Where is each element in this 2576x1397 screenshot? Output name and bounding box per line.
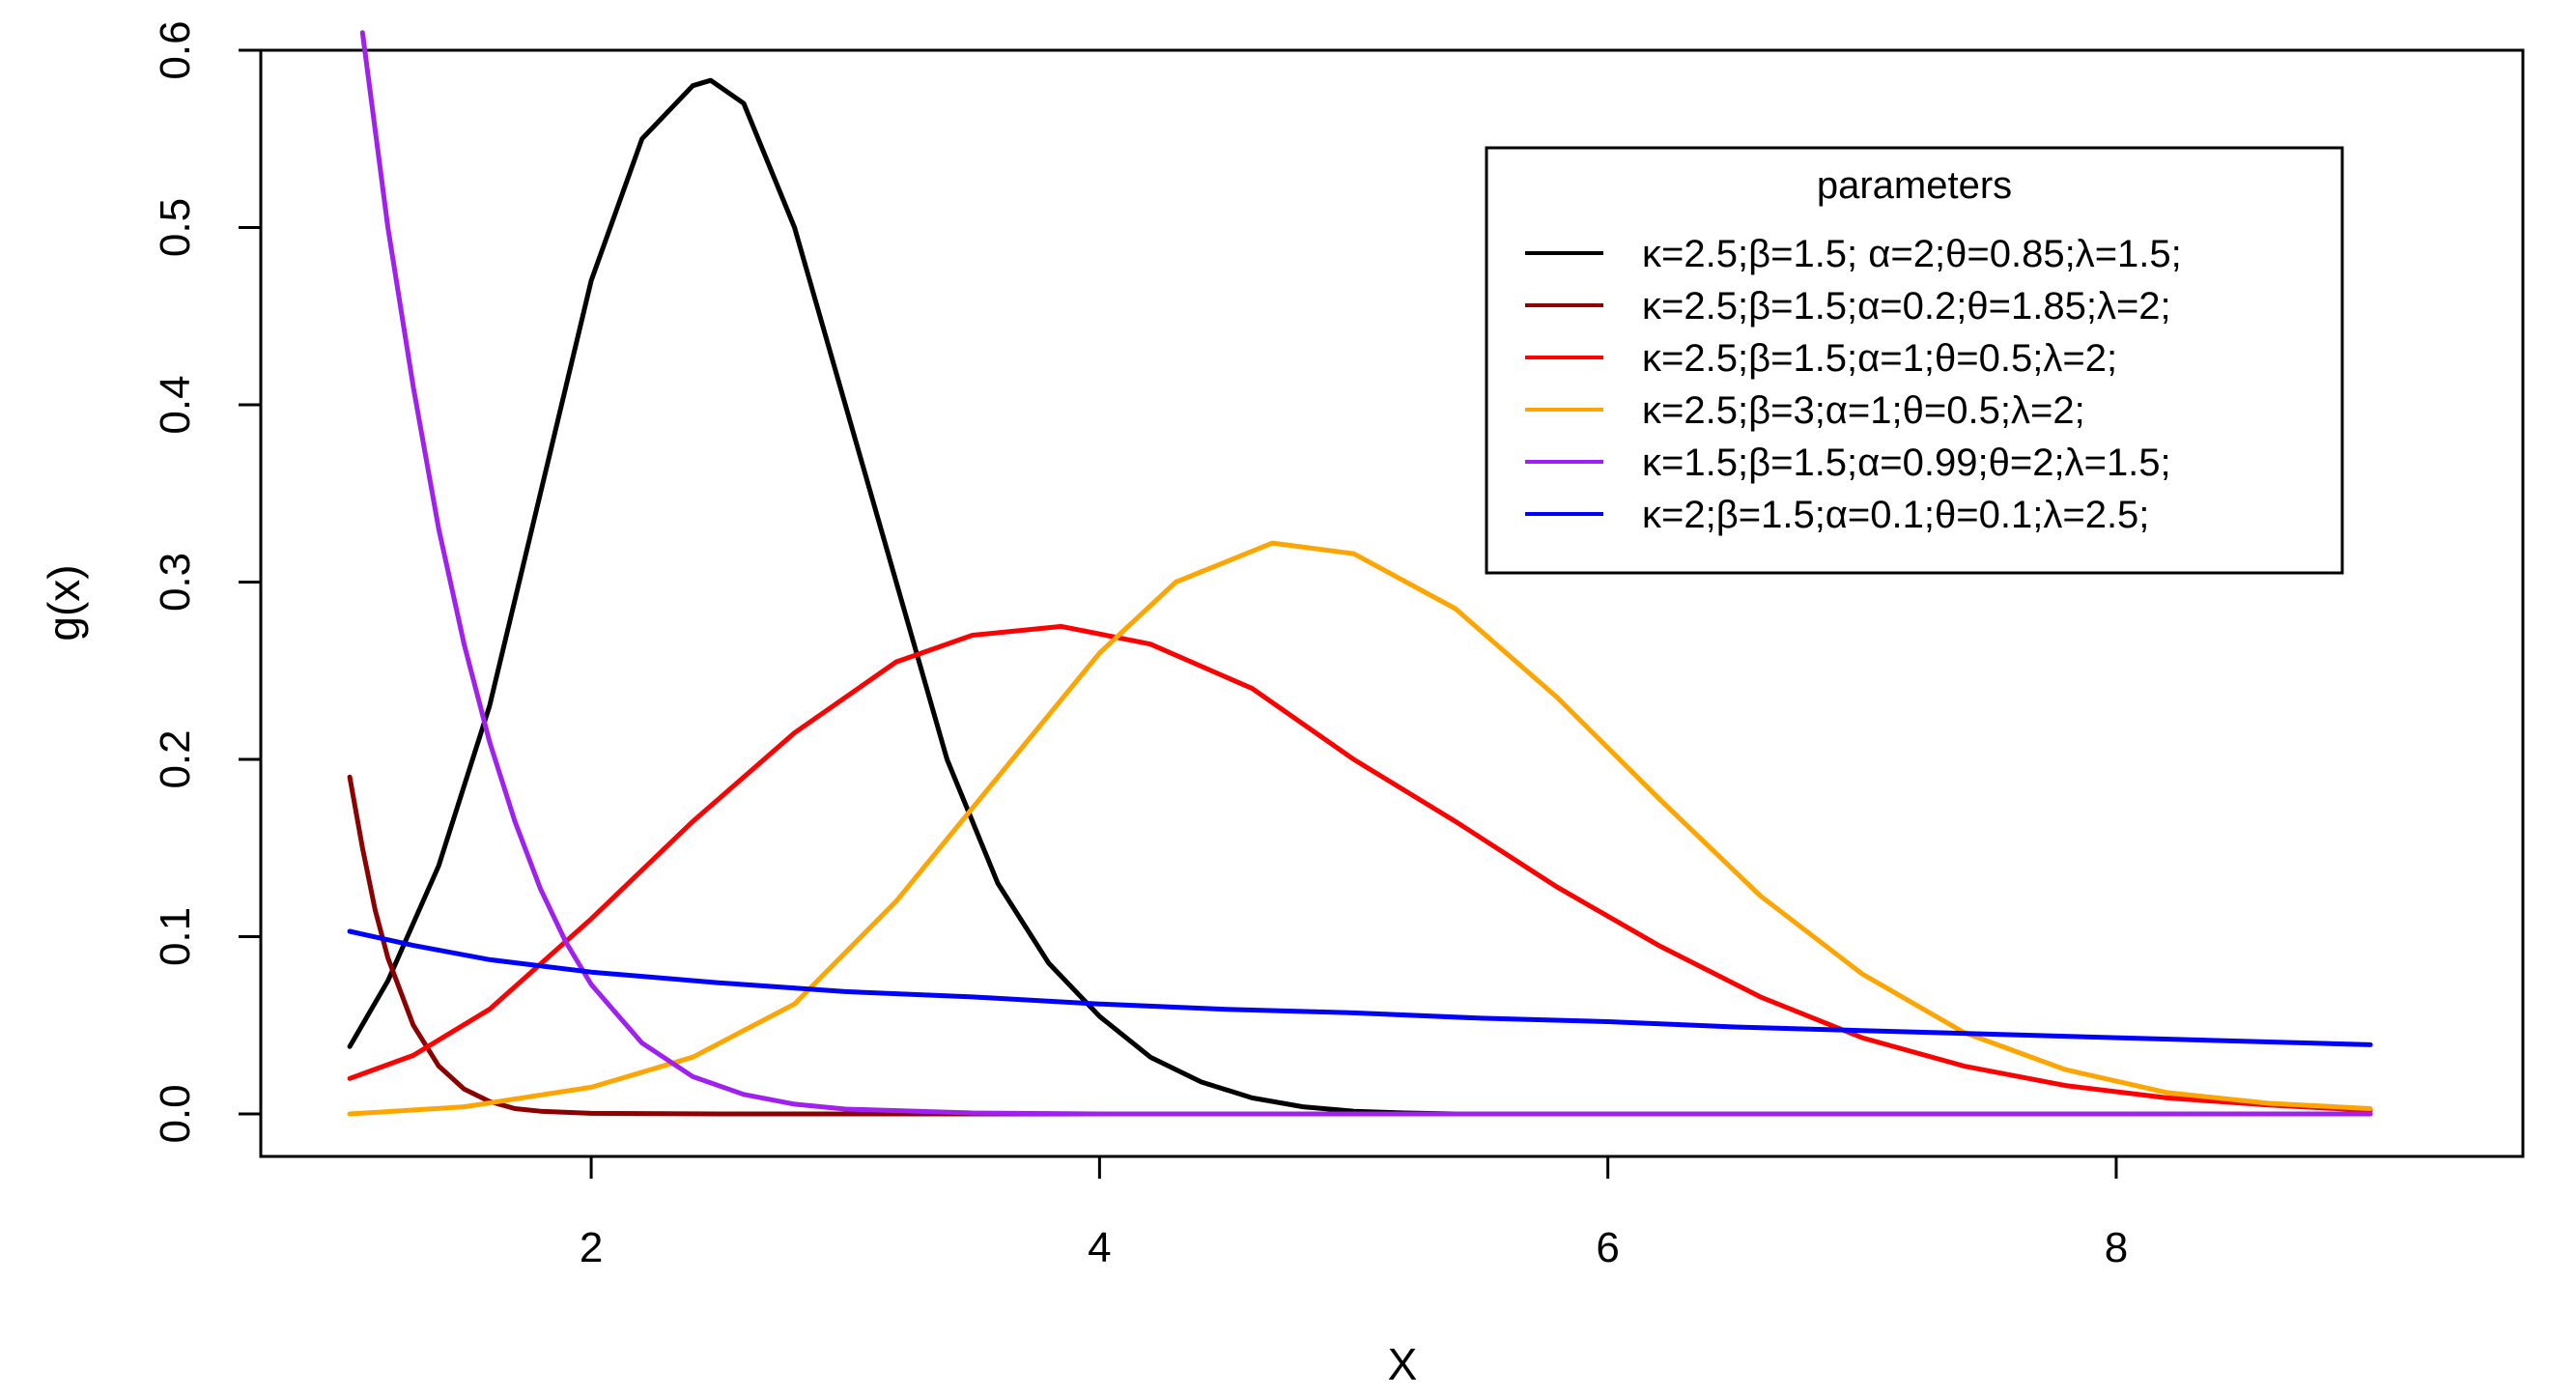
series-line-5 (359, 30, 2373, 1117)
series-layer (347, 30, 2373, 1117)
legend: parameters κ=2.5;β=1.5; α=2;θ=0.85;λ=1.5… (1485, 146, 2344, 575)
legend-label-4: κ=2.5;β=3;α=1;θ=0.5;λ=2; (1642, 389, 2085, 432)
legend-label-3: κ=2.5;β=1.5;α=1;θ=0.5;λ=2; (1642, 337, 2117, 380)
y-axis: 0.0 0.1 0.2 0.3 0.4 0.5 0.6 (152, 20, 263, 1144)
legend-entries: κ=2.5;β=1.5; α=2;θ=0.85;λ=1.5; κ=2.5;β=1.… (1525, 233, 2182, 536)
x-tick-label: 8 (2105, 1224, 2128, 1271)
legend-label-5: κ=1.5;β=1.5;α=0.99;θ=2;λ=1.5; (1642, 442, 2171, 484)
x-tick-label: 4 (1088, 1224, 1111, 1271)
series-line-6 (347, 928, 2373, 1047)
y-tick-label: 0.0 (152, 1084, 199, 1143)
legend-label-1: κ=2.5;β=1.5; α=2;θ=0.85;λ=1.5; (1642, 233, 2182, 275)
y-tick-label: 0.3 (152, 553, 199, 612)
y-tick-label: 0.4 (152, 375, 199, 434)
series-line-3 (347, 623, 2373, 1113)
x-tick-label: 2 (580, 1224, 603, 1271)
y-tick-label: 0.2 (152, 729, 199, 788)
legend-box (1485, 146, 2344, 575)
y-tick-label: 0.1 (152, 907, 199, 966)
y-axis-title: g(x) (39, 564, 89, 641)
x-axis-title: X (1388, 1339, 1418, 1389)
y-tick-label: 0.6 (152, 20, 199, 79)
y-tick-label: 0.5 (152, 198, 199, 257)
x-tick-label: 6 (1596, 1224, 1619, 1271)
legend-title: parameters (1817, 164, 2012, 207)
x-axis: 2 4 6 8 (580, 1155, 2128, 1271)
series-line-1 (347, 77, 1458, 1117)
series-line-4 (347, 540, 2373, 1117)
series-line-2 (347, 774, 2373, 1117)
legend-label-6: κ=2;β=1.5;α=0.1;θ=0.1;λ=2.5; (1642, 494, 2149, 536)
legend-label-2: κ=2.5;β=1.5;α=0.2;θ=1.85;λ=2; (1642, 285, 2171, 328)
